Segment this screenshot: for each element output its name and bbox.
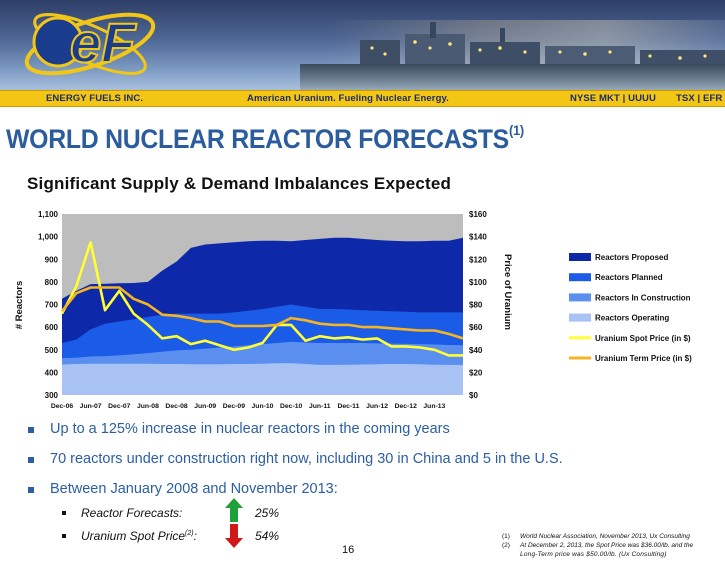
x-tick-label: Dec-09 xyxy=(223,403,246,410)
x-tick-label: Jun-07 xyxy=(80,403,102,410)
atom-logo-icon: eF xyxy=(24,10,156,76)
chart-axes: 300 400 500 600 700 800 900 1,000 1,100 $0 $20 $40 $… xyxy=(14,210,513,410)
x-tick-label: Dec-06 xyxy=(51,403,74,410)
y2-tick-label: $20 xyxy=(469,368,483,377)
legend-label: Reactors Proposed xyxy=(595,253,668,262)
bullet-item: Between January 2008 and November 2013: xyxy=(28,481,688,511)
bullet-list: Up to a 125% increase in nuclear reactor… xyxy=(28,421,688,511)
y2-tick-label: $120 xyxy=(469,255,487,264)
reactor-price-chart: 300 400 500 600 700 800 900 1,000 1,100 $0 $20 $40 $… xyxy=(14,210,692,410)
spot-price-line xyxy=(60,241,463,357)
y-tick-label: 400 xyxy=(45,368,59,377)
company-tagline: American Uranium. Fueling Nuclear Energy… xyxy=(247,93,449,104)
legend-label: Uranium Term Price (in $) xyxy=(595,354,692,363)
banner-ground xyxy=(300,64,725,90)
svg-text:eF: eF xyxy=(70,11,137,74)
page-title: WORLD NUCLEAR REACTOR FORECASTS(1) xyxy=(6,122,524,154)
legend-swatch xyxy=(569,273,591,282)
y2-tick-label: $60 xyxy=(469,323,483,332)
x-tick-label: Jun-12 xyxy=(366,403,388,410)
y2-tick-label: $0 xyxy=(469,391,478,400)
x-tick-label: Jun-13 xyxy=(423,403,445,410)
x-tick-label: Jun-10 xyxy=(252,403,274,410)
header-strip: ENERGY FUELS INC. American Uranium. Fuel… xyxy=(0,90,725,107)
y-tick-label: 900 xyxy=(45,255,59,264)
page-number: 16 xyxy=(342,544,355,556)
plot-area xyxy=(60,214,464,395)
y2-axis-title: Price of Uranium xyxy=(502,254,513,330)
x-tick-label: Dec-07 xyxy=(108,403,131,410)
bullet-square-icon xyxy=(28,457,34,463)
down-arrow-icon xyxy=(225,524,243,548)
chart-subtitle: Significant Supply & Demand Imbalances E… xyxy=(27,174,452,193)
ticker-tsx: TSX | EFR xyxy=(676,93,723,104)
bullet-square-icon xyxy=(28,487,34,493)
bullet-item: 70 reactors under construction right now… xyxy=(28,451,688,481)
legend-label: Reactors Operating xyxy=(595,314,669,323)
header-banner: eF xyxy=(0,0,725,90)
x-tick-label: Jun-09 xyxy=(194,403,216,410)
company-name: ENERGY FUELS INC. xyxy=(46,93,144,104)
y-tick-label: 300 xyxy=(45,391,59,400)
up-arrow-icon xyxy=(225,498,243,522)
power-plant-image xyxy=(360,22,725,64)
y-tick-label: 1,100 xyxy=(38,210,59,219)
bullet-item: Up to a 125% increase in nuclear reactor… xyxy=(28,421,688,451)
company-logo[interactable]: eF xyxy=(18,4,168,84)
legend-label: Reactors Planned xyxy=(595,273,663,282)
y2-tick-label: $100 xyxy=(469,278,487,287)
x-tick-label: Dec-10 xyxy=(280,403,303,410)
y2-tick-label: $40 xyxy=(469,346,483,355)
y-tick-label: 600 xyxy=(45,323,59,332)
legend-swatch xyxy=(569,293,591,302)
legend-swatch xyxy=(569,313,591,322)
y2-tick-label: $80 xyxy=(469,301,483,310)
chart-legend: Reactors Proposed Reactors Planned Reactor… xyxy=(569,253,692,363)
x-tick-label: Dec-11 xyxy=(337,403,359,410)
legend-label: Uranium Spot Price (in $) xyxy=(595,334,691,343)
x-tick-label: Dec-08 xyxy=(165,403,188,410)
area-reactors-operating xyxy=(62,363,463,395)
title-footnote-ref: (1) xyxy=(508,122,524,138)
x-tick-label: Jun-11 xyxy=(309,403,331,410)
bullet-square-icon xyxy=(62,511,66,515)
y-tick-label: 1,000 xyxy=(38,233,59,242)
bullet-square-icon xyxy=(62,534,66,538)
y-tick-label: 800 xyxy=(45,278,59,287)
y-tick-label: 700 xyxy=(45,301,59,310)
ticker-nyse: NYSE MKT | UUUU xyxy=(570,93,656,104)
x-tick-label: Dec-12 xyxy=(395,403,418,410)
y-axis-title: # Reactors xyxy=(14,281,25,330)
y-tick-label: 500 xyxy=(45,346,59,355)
y2-tick-label: $160 xyxy=(469,210,487,219)
y2-tick-label: $140 xyxy=(469,233,487,242)
x-tick-label: Jun-08 xyxy=(137,403,159,410)
bullet-square-icon xyxy=(28,427,34,433)
legend-swatch xyxy=(569,253,591,261)
term-price-line xyxy=(60,286,464,340)
legend-label: Reactors In Construction xyxy=(595,293,691,302)
